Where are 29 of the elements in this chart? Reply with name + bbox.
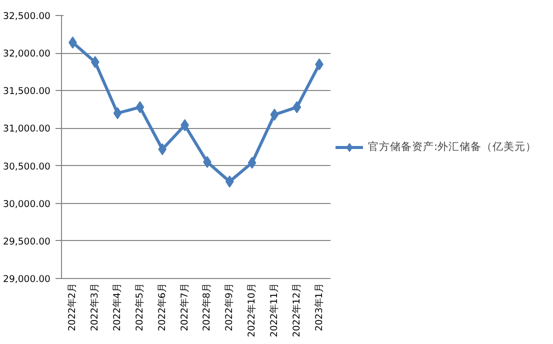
x-tick-label: 2022年10月 [246, 284, 258, 338]
x-tick-label: 2022年7月 [179, 283, 190, 332]
y-tick-label: 29,500.00 [3, 236, 51, 248]
legend-label: 官方储备资产:外汇储备（亿美元） [368, 140, 537, 154]
x-tick-label: 2022年12月 [291, 284, 302, 338]
y-tick-label: 30,500.00 [3, 161, 51, 172]
x-tick-label: 2022年9月 [224, 283, 236, 332]
point [158, 143, 167, 156]
x-tick-label: 2022年6月 [156, 283, 168, 332]
y-tick-label: 32,500.00 [3, 11, 51, 22]
x-tick-label: 2023年1月 [314, 283, 325, 332]
x-tick-label: 2022年2月 [67, 283, 78, 332]
point [248, 156, 256, 169]
point [225, 176, 234, 188]
x-tick-label: 2022年11月 [268, 284, 280, 338]
y-tick-label: 31,000.00 [3, 124, 51, 135]
point [292, 101, 302, 114]
x-tick-label: 2022年3月 [90, 283, 101, 332]
y-tick-label: 32,000.00 [3, 48, 51, 60]
point [113, 107, 122, 120]
point [90, 56, 100, 68]
y-tick-label: 29,000.00 [3, 274, 51, 285]
x-tick-label: 2022年5月 [134, 283, 146, 332]
x-tick-label: 2022年4月 [112, 283, 124, 332]
point [270, 108, 279, 121]
y-tick-label: 31,500.00 [3, 86, 51, 98]
point [136, 101, 144, 114]
x-tick-label: 2022年8月 [202, 283, 213, 332]
y-tick-label: 30,000.00 [3, 198, 51, 210]
